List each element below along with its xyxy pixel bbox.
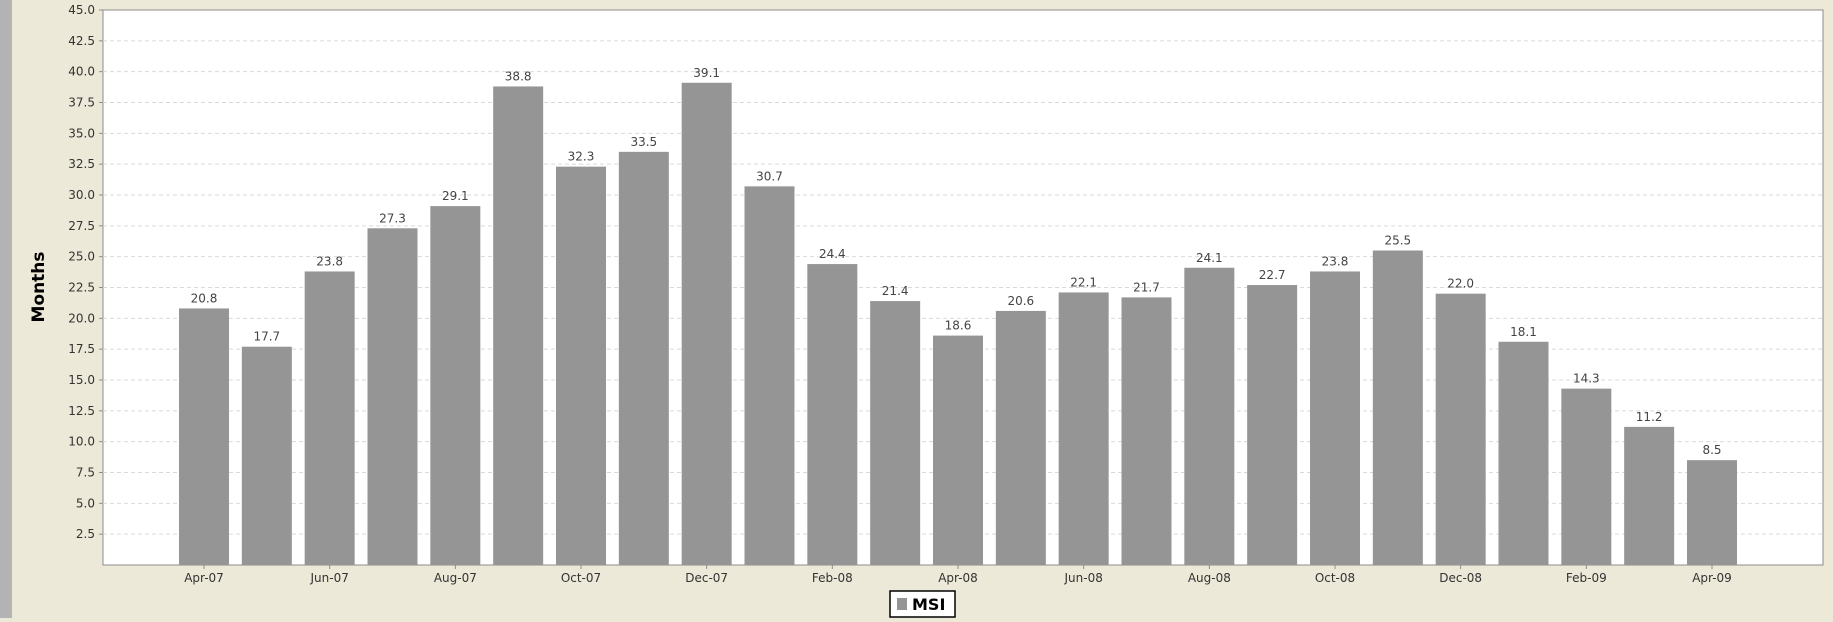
bar[interactable] [241, 346, 292, 565]
data-label: 11.2 [1636, 410, 1663, 424]
bar[interactable] [1561, 388, 1612, 565]
left-border-strip [0, 0, 12, 618]
x-tick-label: Apr-07 [184, 571, 224, 585]
bar[interactable] [367, 228, 418, 566]
y-tick-label: 20.0 [68, 311, 95, 325]
x-tick-label: Oct-08 [1315, 571, 1355, 585]
bar[interactable] [1435, 293, 1486, 565]
y-tick-label: 37.5 [68, 96, 95, 110]
data-label: 22.1 [1070, 275, 1097, 289]
y-tick-label: 27.5 [68, 219, 95, 233]
data-label: 22.0 [1447, 277, 1474, 291]
data-label: 32.3 [568, 150, 595, 164]
data-label: 18.1 [1510, 325, 1537, 339]
data-label: 14.3 [1573, 372, 1600, 386]
bar[interactable] [933, 335, 983, 565]
x-tick-label: Aug-08 [1188, 571, 1231, 585]
value-labels: 20.8 17.7 23.8 27.3 29.1 38.8 32.3 33.5 39.1 30.7… [191, 66, 1722, 457]
x-tick-label: Dec-07 [685, 571, 728, 585]
y-tick-label: 12.5 [68, 404, 95, 418]
x-tick-label: Dec-08 [1439, 571, 1482, 585]
legend-swatch [897, 598, 907, 610]
data-label: 39.1 [693, 66, 720, 80]
x-tick-label: Feb-09 [1566, 571, 1607, 585]
data-label: 21.4 [882, 284, 909, 298]
x-tick-label: Jun-07 [309, 571, 348, 585]
y-tick-label: 40.0 [68, 65, 95, 79]
legend[interactable]: MSI [889, 590, 956, 618]
bars [179, 82, 1737, 566]
data-label: 24.1 [1196, 251, 1223, 265]
y-tick-label: 7.5 [76, 466, 95, 480]
data-label: 17.7 [253, 330, 280, 344]
y-tick-label: 2.5 [76, 527, 95, 541]
y-tick-label: 45.0 [68, 3, 95, 17]
bar[interactable] [1247, 285, 1298, 565]
bar[interactable] [870, 301, 921, 565]
y-tick-label: 15.0 [68, 373, 95, 387]
x-tick-label: Apr-09 [1692, 571, 1732, 585]
y-tick-label: 10.0 [68, 435, 95, 449]
bar[interactable] [430, 206, 481, 565]
x-tick-label: Aug-07 [434, 571, 477, 585]
data-label: 24.4 [819, 247, 846, 261]
legend-label: MSI [912, 595, 945, 614]
bar[interactable] [556, 166, 606, 565]
bar[interactable] [807, 264, 858, 565]
data-label: 21.7 [1133, 280, 1160, 294]
data-label: 23.8 [316, 254, 343, 268]
y-axis-ticks: 2.5 5.0 7.5 10.0 12.5 15.0 17.5 20.0 22.5 25.0 27.… [68, 3, 103, 541]
data-label: 38.8 [505, 69, 532, 83]
x-tick-label: Oct-07 [561, 571, 601, 585]
bar[interactable] [304, 271, 355, 565]
bar[interactable] [1498, 341, 1549, 565]
data-label: 30.7 [756, 169, 783, 183]
data-label: 29.1 [442, 189, 469, 203]
bar[interactable] [179, 308, 229, 565]
y-tick-label: 35.0 [68, 126, 95, 140]
bar[interactable] [1121, 297, 1172, 565]
y-tick-label: 32.5 [68, 157, 95, 171]
data-label: 18.6 [945, 319, 972, 333]
x-tick-label: Feb-08 [812, 571, 853, 585]
x-axis-ticks: Apr-07 Jun-07 Aug-07 Oct-07 Dec-07 Feb-08 Apr-… [184, 565, 1732, 585]
y-tick-label: 42.5 [68, 34, 95, 48]
bar[interactable] [995, 310, 1046, 565]
data-label: 33.5 [630, 135, 657, 149]
bar[interactable] [1058, 292, 1109, 565]
bar[interactable] [1624, 426, 1675, 565]
bar[interactable] [681, 82, 732, 566]
y-tick-label: 17.5 [68, 342, 95, 356]
bar[interactable] [493, 86, 544, 565]
data-label: 20.6 [1007, 294, 1034, 308]
y-tick-label: 22.5 [68, 281, 95, 295]
bar[interactable] [1310, 271, 1360, 565]
x-tick-label: Jun-08 [1063, 571, 1102, 585]
y-tick-label: 30.0 [68, 188, 95, 202]
data-label: 23.8 [1322, 254, 1349, 268]
y-tick-label: 5.0 [76, 496, 95, 510]
bar[interactable] [618, 151, 669, 566]
data-label: 25.5 [1384, 234, 1411, 248]
data-label: 22.7 [1259, 268, 1286, 282]
y-tick-label: 25.0 [68, 250, 95, 264]
bar[interactable] [1184, 267, 1235, 565]
x-tick-label: Apr-08 [938, 571, 978, 585]
bar[interactable] [1687, 460, 1737, 565]
data-label: 20.8 [191, 291, 218, 305]
data-label: 8.5 [1702, 443, 1721, 457]
bar[interactable] [744, 186, 795, 565]
data-label: 27.3 [379, 211, 406, 225]
bar[interactable] [1372, 250, 1423, 566]
y-axis-label: Months [29, 251, 49, 322]
